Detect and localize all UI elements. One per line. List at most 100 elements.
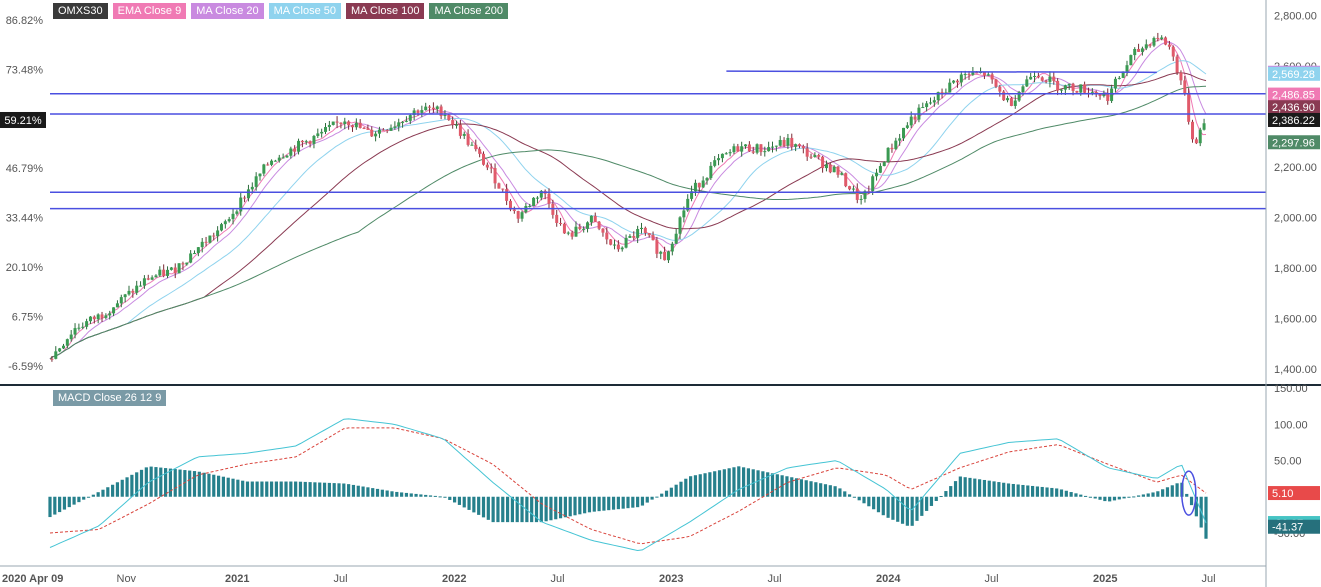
price-value-label: 2,297.96 <box>1272 137 1315 149</box>
macd-histogram-bar <box>722 469 726 497</box>
candle-body <box>1152 37 1156 46</box>
candle-body <box>119 297 123 304</box>
candle-body <box>204 241 208 243</box>
candle-body <box>890 147 894 150</box>
candle-body <box>108 313 112 316</box>
candle-body <box>782 139 786 146</box>
candle-body <box>88 316 92 322</box>
macd-histogram-bar <box>154 467 158 497</box>
macd-histogram-bar <box>125 477 129 497</box>
macd-histogram-bar <box>1002 482 1006 497</box>
value-tags: 2,573.432,569.282,486.852,436.902,386.22… <box>1268 65 1320 534</box>
macd-histogram-bar <box>578 496 582 515</box>
macd-histogram-bar <box>1093 496 1097 499</box>
candle-body <box>975 72 979 74</box>
macd-histogram-bar <box>684 478 688 497</box>
candle-body <box>690 191 694 199</box>
left-highlight-label: 59.21% <box>4 115 42 127</box>
candle-body <box>539 190 543 198</box>
macd-histogram-bar <box>207 473 211 497</box>
candle-body <box>393 126 397 128</box>
candle-body <box>150 277 154 280</box>
legend-chip-ma100[interactable]: MA Close 100 <box>345 3 425 19</box>
legend-chip-symbol[interactable]: OMXS30 <box>53 3 108 19</box>
macd-histogram-bar <box>953 481 958 497</box>
candle-body <box>1079 84 1083 93</box>
macd-histogram-bar <box>1112 496 1117 501</box>
candle-body <box>1194 139 1198 144</box>
candle-body <box>659 251 663 254</box>
macd-histogram-bar <box>510 496 514 523</box>
candle-body <box>162 269 166 276</box>
macd-histogram-bar <box>640 496 645 506</box>
macd-histogram-bar <box>395 491 399 497</box>
macd-legend[interactable]: MACD Close 26 12 9 <box>53 390 167 406</box>
macd-histogram-bar <box>361 486 365 497</box>
candle-body <box>347 121 351 126</box>
candle-body <box>686 198 690 211</box>
macd-histogram-bar <box>1127 496 1131 498</box>
macd-histogram-bar <box>515 496 519 523</box>
candle-body <box>570 232 574 237</box>
right-axis-tick: 1,600.00 <box>1274 313 1317 325</box>
candle-body <box>878 166 882 173</box>
candle-body <box>381 129 385 131</box>
macd-histogram-bar <box>1040 486 1044 497</box>
price-value-tag <box>1268 100 1320 115</box>
candle-body <box>1148 44 1152 46</box>
candle-body <box>1006 98 1010 101</box>
candle-body <box>54 351 58 359</box>
macd-histogram-bar <box>674 484 678 497</box>
macd-histogram-bar <box>457 496 462 505</box>
candle-body <box>366 128 370 130</box>
candle-body <box>647 233 651 236</box>
macd-histogram-bar <box>1156 491 1160 497</box>
left-axis-tick: -6.59% <box>8 361 43 373</box>
candle-body <box>844 173 848 187</box>
legend-chip-ma200[interactable]: MA Close 200 <box>429 3 508 19</box>
macd-histogram-bar <box>1132 496 1136 498</box>
candle-body <box>50 358 54 360</box>
macd-histogram-bar <box>477 496 481 515</box>
candle-body <box>632 236 636 238</box>
macd-histogram-bar <box>717 470 722 497</box>
candle-body <box>713 160 717 166</box>
right-axis-tick: 1,400.00 <box>1274 364 1317 376</box>
candle-body <box>189 253 193 263</box>
macd-histogram-bar <box>342 483 346 497</box>
legend-chip-ma50[interactable]: MA Close 50 <box>268 3 341 19</box>
candle-body <box>489 167 493 169</box>
candle-body <box>709 165 713 179</box>
time-axis-label: 2022 <box>442 573 466 585</box>
macd-histogram-bar <box>149 466 153 497</box>
legend-chip-ema9[interactable]: EMA Close 9 <box>112 3 187 19</box>
macd-histogram-bar <box>202 472 206 497</box>
macd-histogram-bar <box>867 496 871 507</box>
macd-histogram-bar <box>347 484 351 497</box>
candle-body <box>227 219 231 222</box>
macd-histogram-bar <box>1050 487 1054 497</box>
candle-body <box>705 178 709 181</box>
macd-histogram-bar <box>53 496 57 515</box>
candle-body <box>435 106 439 110</box>
candle-body <box>185 262 189 265</box>
macd-histogram-bar <box>96 492 100 497</box>
legend-chip-ma20[interactable]: MA Close 20 <box>191 3 264 19</box>
candle-body <box>431 107 435 110</box>
candle-body <box>505 189 509 201</box>
candle-body <box>1067 83 1071 86</box>
candle-body <box>277 157 281 161</box>
candle-body <box>1117 77 1121 79</box>
candle-body <box>759 144 763 153</box>
macd-histogram-bar <box>1122 496 1126 499</box>
left-axis-tick: 33.44% <box>6 213 44 225</box>
macd-histogram-bar <box>1031 485 1035 497</box>
macd-histogram-bar <box>660 493 664 497</box>
macd-axis-tick: 100.00 <box>1274 419 1308 431</box>
macd-histogram-bar <box>780 475 784 497</box>
macd-histogram-bar <box>337 483 341 497</box>
candle-body <box>1017 92 1021 101</box>
macd-histogram-bar <box>621 496 625 509</box>
candle-body <box>1156 37 1160 40</box>
